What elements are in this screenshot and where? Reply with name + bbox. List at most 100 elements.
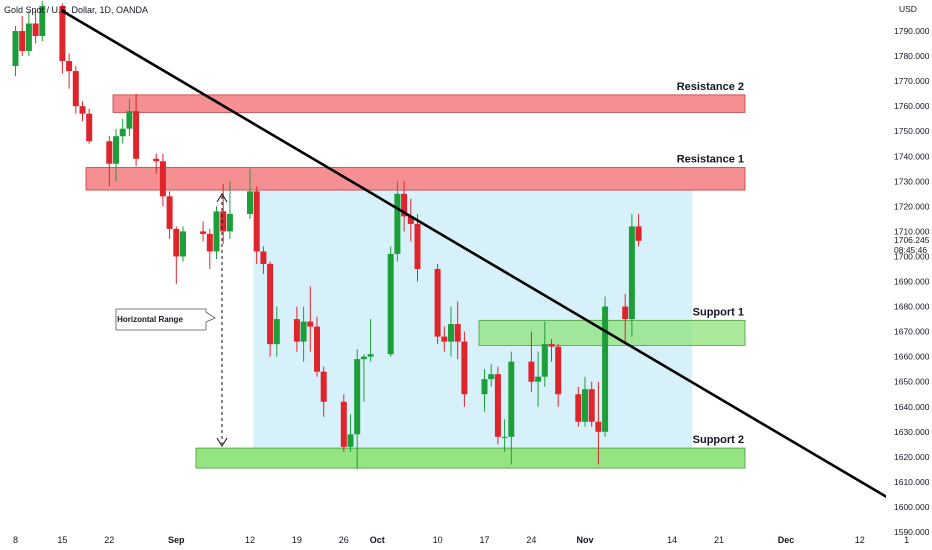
candle-body-up: [126, 111, 133, 129]
candle-body-down: [253, 191, 260, 252]
candle-body-up: [119, 128, 126, 137]
price-tick-label: 1660.000: [894, 352, 930, 362]
price-tick-label: 1630.000: [894, 427, 930, 437]
candle: [575, 386, 582, 427]
time-tick-label: 15: [57, 535, 67, 545]
time-tick-label: 17: [479, 535, 489, 545]
candle: [628, 213, 635, 337]
candle-body-up: [628, 226, 635, 320]
price-tick-label: 1730.000: [894, 176, 930, 186]
candle: [79, 101, 86, 122]
candle-body-down: [79, 106, 86, 114]
candle: [66, 53, 73, 89]
candle-body-up: [602, 306, 609, 432]
candle-body-down: [588, 389, 595, 422]
resistance-2-zone[interactable]: [112, 94, 746, 113]
candle: [159, 153, 166, 207]
candle-body-down: [595, 421, 602, 432]
candle: [481, 369, 488, 412]
candle: [461, 331, 468, 407]
time-tick-label: 8: [13, 535, 18, 545]
price-tick-label: 1650.000: [894, 377, 930, 387]
candle-body-down: [59, 5, 66, 62]
candle: [347, 414, 354, 452]
candle: [39, 0, 46, 42]
candle: [394, 181, 401, 262]
candle: [173, 226, 180, 285]
candle: [300, 306, 307, 362]
candle: [414, 213, 421, 282]
candle-body-up: [300, 321, 307, 342]
time-tick-label: 1: [904, 535, 909, 545]
candle-body-down: [153, 158, 160, 162]
price-tick-label: 1600.000: [894, 502, 930, 512]
candle-body-up: [213, 211, 220, 252]
candle-body-down: [260, 251, 267, 264]
price-tick-label: 1710.000: [894, 226, 930, 236]
candle-body-down: [407, 216, 414, 224]
candle-body-up: [39, 5, 46, 37]
candle-body-down: [622, 306, 629, 320]
candle: [401, 181, 408, 232]
symbol-title: Gold Spot / U.S. Dollar, 1D, OANDA: [4, 5, 148, 15]
support-1-zone[interactable]: [478, 319, 746, 346]
candle-body-up: [448, 324, 454, 342]
candle: [541, 321, 548, 387]
candle: [253, 186, 260, 264]
candle-body-down: [293, 319, 300, 342]
candle-body-down: [166, 196, 173, 229]
currency-label: USD: [899, 4, 917, 14]
price-tick-label: 1680.000: [894, 302, 930, 312]
candle: [454, 301, 461, 360]
candle-body-up: [273, 319, 280, 345]
candle-body-down: [32, 23, 39, 37]
time-axis[interactable]: 8 15 22 Sep 12 19 26 Oct 10 17 24 Nov 14 21 Dec 12 1: [13, 535, 909, 545]
candle: [260, 246, 267, 274]
callout-label: Horizontal Range: [117, 315, 183, 324]
candle: [213, 206, 220, 259]
candle: [267, 261, 274, 357]
candle-body-down: [548, 344, 555, 347]
descending-trendline[interactable]: [61, 9, 888, 499]
candle-body-down: [159, 161, 166, 197]
time-tick-label: Dec: [778, 535, 795, 545]
candle-body-down: [441, 336, 448, 342]
candle: [555, 344, 562, 407]
candle: [595, 381, 602, 465]
candle: [434, 263, 441, 345]
time-tick-label: 21: [714, 535, 724, 545]
candle-body-up: [360, 356, 367, 360]
candle: [200, 221, 207, 242]
price-tick-label: 1770.000: [894, 76, 930, 86]
candle: [367, 319, 374, 362]
candle: [314, 316, 320, 377]
candle-body-down: [106, 141, 113, 164]
price-tick-label: 1760.000: [894, 101, 930, 111]
candle: [622, 294, 629, 345]
candle-body-down: [494, 374, 501, 437]
price-tick-label: 1640.000: [894, 402, 930, 412]
support-2-zone[interactable]: [195, 447, 746, 469]
time-tick-label: 22: [104, 535, 114, 545]
price-tick-label: 1700.000: [894, 251, 930, 261]
candle: [320, 366, 327, 417]
candle-body-down: [414, 223, 421, 269]
candle-body-down: [200, 231, 207, 234]
candle: [340, 394, 347, 452]
price-axis[interactable]: 1790.000 1780.000 1770.000 1760.000 1750.000…: [886, 0, 932, 550]
price-tick-label: 1750.000: [894, 126, 930, 136]
horizontal-range-callout[interactable]: Horizontal Range: [115, 308, 216, 331]
candles-layer: [12, 0, 642, 470]
candle: [535, 351, 542, 407]
time-tick-label: Oct: [370, 535, 385, 545]
candle: [635, 213, 642, 247]
support-2-label: Support 2: [693, 434, 744, 446]
candle-body-up: [508, 361, 515, 437]
resistance-1-zone[interactable]: [85, 167, 746, 191]
zones-layer: Resistance 2 Resistance 1 Support 1 Support…: [85, 81, 746, 469]
resistance-2-label: Resistance 2: [677, 81, 744, 93]
candle: [588, 381, 595, 427]
time-tick-label: Nov: [576, 535, 593, 545]
candle-body-down: [220, 211, 227, 232]
